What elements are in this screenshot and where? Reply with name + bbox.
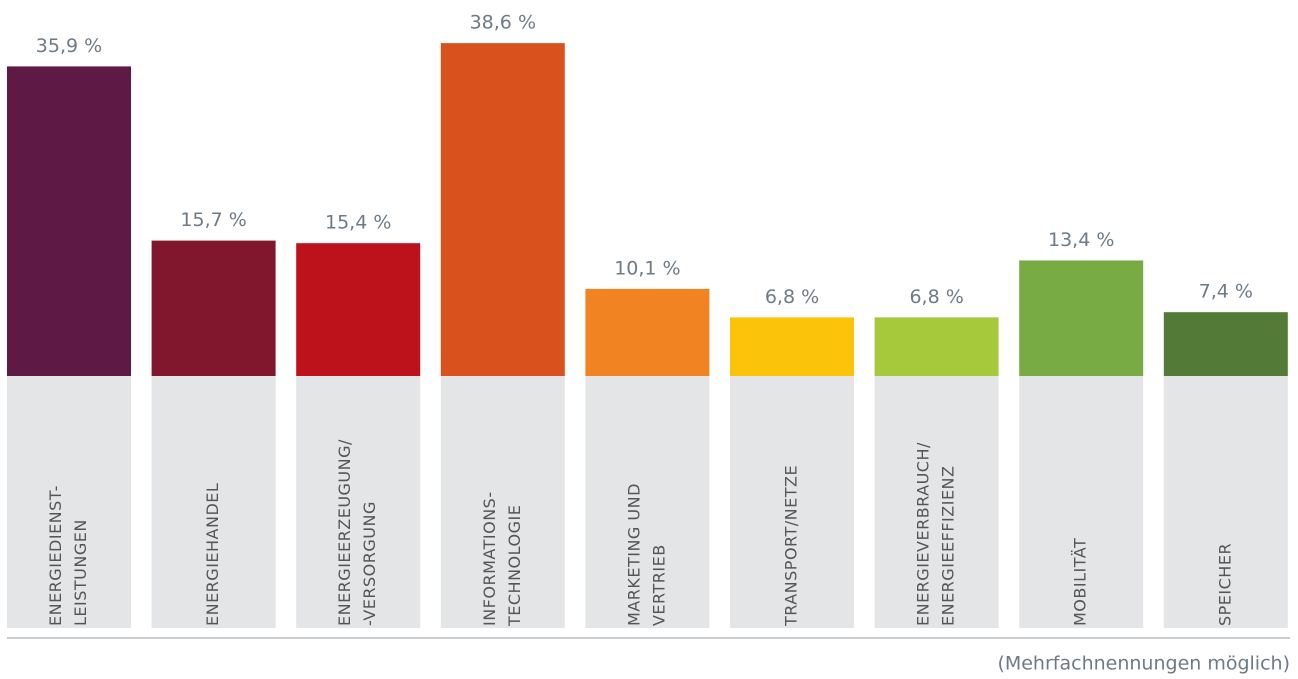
- label-box: [151, 376, 276, 628]
- category-label: TRANSPORT/NETZE: [782, 465, 801, 627]
- value-label: 15,7 %: [180, 209, 246, 231]
- label-box: [730, 376, 854, 628]
- category-label: ENERGIEVERBRAUCH/: [914, 442, 933, 626]
- label-box: [585, 376, 710, 628]
- bar: [296, 243, 421, 376]
- value-label: 38,6 %: [470, 12, 536, 34]
- note: (Mehrfachnennungen möglich): [997, 653, 1290, 675]
- value-label: 7,4 %: [1199, 281, 1253, 303]
- category-label: ENERGIEERZEUGUNG/: [335, 439, 354, 626]
- bar: [730, 317, 854, 376]
- category-label: MOBILITÄT: [1071, 538, 1090, 626]
- category-label: TECHNOLOGIE: [505, 505, 524, 627]
- category-label: ENERGIEDIENST-: [46, 485, 65, 626]
- label-box: [7, 376, 131, 628]
- bar: [874, 317, 999, 376]
- label-box: [1163, 376, 1288, 628]
- category-label: ENERGIEHANDEL: [203, 483, 222, 626]
- value-label: 15,4 %: [325, 212, 391, 234]
- bar: [1019, 260, 1144, 376]
- category-label: MARKETING UND: [624, 483, 643, 626]
- value-label: 6,8 %: [765, 286, 819, 308]
- bar: [585, 288, 710, 376]
- value-label: 6,8 %: [909, 286, 963, 308]
- bar: [1163, 312, 1288, 376]
- category-label: ENERGIEEFFIZIENZ: [939, 466, 958, 626]
- label-box: [440, 376, 565, 628]
- category-label: -VERSORGUNG: [360, 501, 379, 626]
- label-box: [1019, 376, 1144, 628]
- bar: [151, 240, 276, 376]
- value-label: 35,9 %: [36, 35, 102, 57]
- label-box: [296, 376, 421, 628]
- category-label: VERTRIEB: [649, 544, 668, 626]
- category-label: LEISTUNGEN: [71, 519, 90, 626]
- value-label: 13,4 %: [1048, 229, 1114, 251]
- bar: [440, 43, 565, 377]
- category-label: INFORMATIONS-: [480, 491, 499, 626]
- bar: [7, 66, 131, 376]
- category-label: SPEICHER: [1215, 543, 1234, 626]
- value-label: 10,1 %: [614, 257, 680, 279]
- label-box: [874, 376, 999, 628]
